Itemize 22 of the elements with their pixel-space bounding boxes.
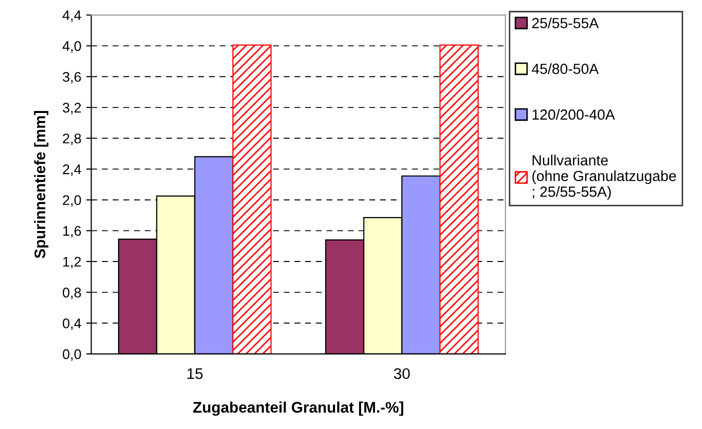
x-tick-label: 15 (187, 368, 203, 380)
y-tick-label: 0,8 (62, 288, 81, 300)
bar (232, 44, 272, 354)
y-tick-label: 3,2 (62, 102, 81, 114)
y-tick-label: 2,8 (62, 134, 81, 146)
legend-label: 120/200-40A (532, 109, 615, 120)
y-tick-label: 2,4 (62, 164, 82, 176)
legend-label: Nullvariante (ohne Granulatzugabe ; 25/55-55A) (532, 154, 676, 200)
legend-label: 25/55-55A (532, 18, 599, 28)
y-tick-label: 3,6 (62, 72, 81, 84)
y-tick-label: 0,4 (62, 318, 82, 330)
y-axis-title: Spurinnentiefe [mm] (34, 111, 48, 258)
y-tick-label: 4,0 (62, 41, 81, 53)
y-tick-label: 2,0 (62, 195, 81, 207)
y-tick-label: 0,0 (62, 349, 81, 361)
y-tick-label: 1,6 (63, 226, 81, 238)
x-tick-label: 30 (394, 368, 410, 380)
x-axis-title: Zugabeanteil Granulat [M.-%] (193, 402, 404, 416)
y-tick-label: 4,4 (62, 10, 82, 22)
legend-label: 45/80-50A (532, 63, 599, 74)
bar (439, 44, 479, 354)
y-tick-label: 1,2 (63, 256, 81, 268)
